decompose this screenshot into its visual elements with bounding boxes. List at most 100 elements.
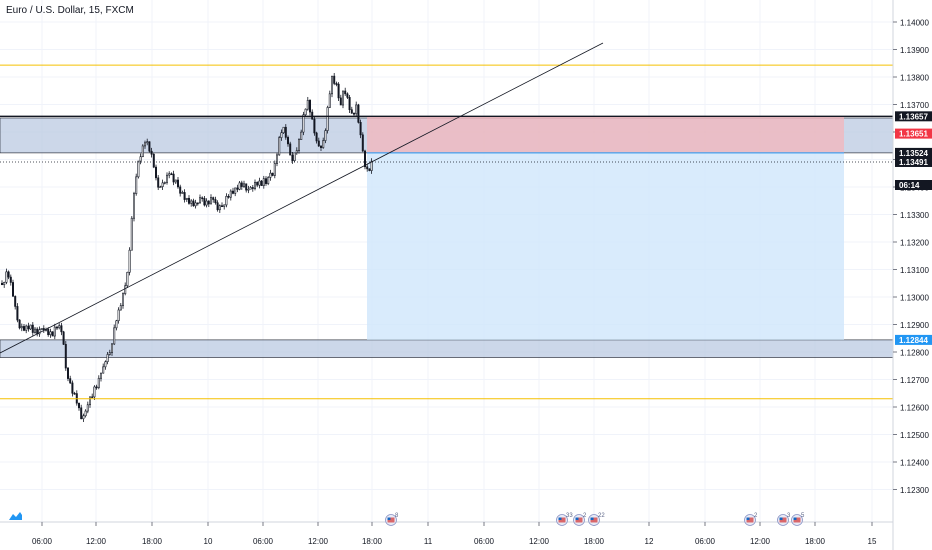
candle-body — [348, 97, 351, 110]
candle-body — [25, 325, 28, 331]
demand-zone — [0, 339, 894, 358]
economic-events[interactable]: 8 33 2 22 2 3 5 — [385, 513, 806, 526]
time-tick-label: 12:00 — [529, 537, 550, 546]
entry-top-price-label-bg — [895, 128, 932, 139]
time-axis[interactable]: 06:00 12:00 18:00 10 06:00 12:00 18:00 11 06:00 1… — [0, 521, 893, 546]
candle-body — [194, 202, 197, 207]
candle-body — [67, 367, 70, 379]
candle-body — [27, 325, 30, 330]
candle-body — [258, 180, 261, 186]
candle-body — [254, 181, 257, 189]
candle-body — [335, 83, 338, 85]
candle-body — [106, 354, 109, 363]
candle-body — [152, 153, 155, 168]
candle-body — [100, 372, 103, 379]
candle-body — [119, 305, 122, 311]
candle-body — [199, 197, 202, 204]
candle-body — [319, 145, 322, 148]
price-tick-label: 1.13200 — [900, 239, 929, 248]
candle-body — [73, 392, 76, 395]
price-tick-label: 1.12600 — [900, 404, 929, 413]
candle-body — [238, 182, 241, 190]
candle-body — [293, 152, 296, 162]
candle-body — [170, 173, 173, 176]
candle-body — [137, 160, 140, 178]
price-tick-label: 1.12300 — [900, 486, 929, 495]
candle-body — [240, 182, 243, 187]
time-tick-label: 12 — [645, 537, 654, 546]
candle-body — [111, 343, 114, 353]
candle-body — [260, 180, 263, 186]
countdown-label: 06:14 — [899, 181, 920, 190]
candle-body — [71, 382, 74, 394]
candle-body — [361, 134, 364, 152]
flag-canton — [575, 517, 579, 520]
candle-body — [243, 183, 246, 187]
candle-body — [181, 192, 184, 194]
candle-body — [86, 404, 89, 412]
candle-body — [115, 320, 118, 329]
candle-body — [278, 137, 281, 156]
candle-body — [341, 90, 344, 106]
candle-body — [82, 415, 85, 420]
candle-body — [256, 181, 259, 186]
candle-body — [196, 202, 199, 205]
flag-canton — [793, 517, 797, 520]
candle-body — [322, 140, 325, 148]
drawings[interactable] — [0, 42, 893, 400]
candle-body — [89, 396, 92, 406]
price-axis[interactable]: 1.140001.139001.138001.137001.136001.135… — [892, 0, 929, 550]
event-count: 8 — [395, 513, 399, 519]
countdown-label-bg — [895, 180, 932, 190]
candle-body — [352, 112, 355, 115]
candle-body — [216, 202, 219, 211]
candle-body — [122, 293, 125, 306]
candle-body — [55, 326, 58, 329]
candle-body — [262, 178, 265, 186]
price-tick-label: 1.13300 — [900, 211, 929, 220]
price-tick-label: 1.12500 — [900, 431, 929, 440]
candle-body — [203, 198, 206, 206]
candle-body — [289, 143, 292, 156]
tradingview-logo-icon[interactable] — [7, 511, 23, 521]
candle-body — [126, 271, 129, 287]
candle-body — [58, 325, 61, 329]
candle-body — [9, 276, 12, 283]
candle-body — [3, 281, 6, 286]
candle-body — [22, 326, 25, 331]
current-price-label-bg — [895, 156, 932, 167]
candle-body — [339, 97, 342, 106]
candle-body — [168, 173, 171, 176]
zones[interactable] — [0, 116, 894, 358]
candle-body — [188, 197, 191, 204]
candle-body — [174, 179, 177, 183]
candle-body — [5, 271, 8, 283]
candles — [0, 72, 373, 423]
candle-body — [236, 187, 239, 190]
candle-body — [264, 178, 267, 184]
candle-body — [53, 326, 56, 337]
candle-body — [49, 331, 52, 336]
candle-body — [7, 271, 10, 278]
price-tick-label: 1.12800 — [900, 349, 929, 358]
candle-body — [51, 331, 54, 337]
candle-body — [133, 193, 136, 219]
flag-stripe — [779, 517, 787, 523]
candle-body — [38, 329, 41, 335]
candle-body — [284, 126, 287, 138]
candle-body — [29, 324, 32, 330]
candle-body — [370, 160, 373, 171]
candle-body — [95, 386, 98, 389]
entry-price-label: 1.13524 — [899, 149, 928, 158]
candle-body — [150, 150, 153, 155]
stop-loss-zone — [367, 116, 844, 153]
trend-line — [0, 42, 604, 354]
candle-body — [269, 172, 272, 178]
current-price-label: 1.13491 — [899, 158, 928, 167]
price-tick-label: 1.13000 — [900, 294, 929, 303]
time-tick-label: 10 — [204, 537, 213, 546]
stop-price-label: 1.13657 — [899, 112, 928, 121]
